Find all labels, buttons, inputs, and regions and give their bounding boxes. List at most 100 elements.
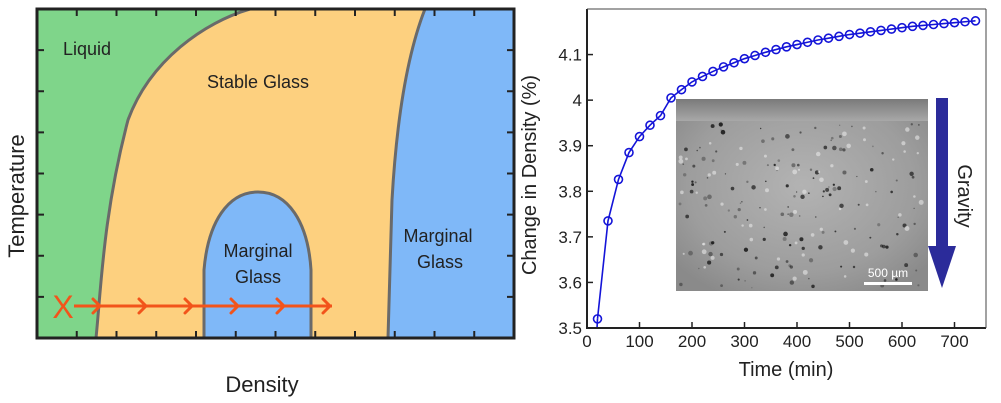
inset-speck <box>810 233 815 237</box>
inset-particle <box>822 195 824 198</box>
inset-particle <box>842 170 847 175</box>
marginal-glass-region-inner <box>204 192 311 338</box>
density-axis-label: Density <box>225 372 298 397</box>
inset-particle <box>904 263 909 268</box>
inset-particle <box>706 177 709 179</box>
scale-bar-label: 500 µm <box>868 266 908 280</box>
inset-particle <box>917 284 920 287</box>
inset-speck <box>903 150 906 153</box>
data-point <box>666 93 676 103</box>
y-tick-label: 4 <box>573 91 582 110</box>
inset-speck <box>819 227 823 231</box>
x-tick-label: 0 <box>582 332 591 351</box>
inset-particle <box>770 273 775 278</box>
inset-particle <box>828 186 830 188</box>
inset-speck <box>913 195 916 198</box>
inset-particle <box>814 216 817 218</box>
inset-particle <box>796 163 800 167</box>
inset-particle <box>699 146 701 149</box>
inset-speck <box>776 257 781 261</box>
data-point <box>603 216 613 226</box>
inset-speck <box>916 151 919 155</box>
inset-particle <box>718 122 723 127</box>
density-axes: 0 100 200 300 400 500 600 700 3.5 3.6 3.7 3.8 3.9 4 4.… <box>558 8 987 351</box>
inset-particle <box>715 150 718 153</box>
data-point <box>834 31 844 42</box>
inset-particle <box>896 232 899 236</box>
inset-particle <box>853 227 857 230</box>
inset-particle <box>723 230 726 233</box>
inset-particle <box>832 145 837 151</box>
inset-particle <box>720 129 722 131</box>
marginal-inner-label-line2: Glass <box>235 267 281 287</box>
data-point <box>918 20 928 31</box>
inset-particle <box>684 147 688 152</box>
marginal-right-label-line2: Glass <box>417 252 463 272</box>
inset-speck <box>792 276 797 281</box>
inset-speck <box>695 191 698 194</box>
inset-particle <box>842 148 846 152</box>
inset-speck <box>864 252 869 257</box>
inset-particle <box>832 186 837 192</box>
inset-speck <box>685 157 688 161</box>
x-tick-label: 100 <box>625 332 653 351</box>
inset-speck <box>819 177 824 183</box>
inset-speck <box>915 135 920 140</box>
inset-speck <box>817 170 821 174</box>
data-point <box>697 71 708 82</box>
inset-particle <box>897 216 899 218</box>
inset-particle <box>840 265 843 268</box>
inset-particle <box>692 164 696 168</box>
inset-particle <box>789 265 793 269</box>
inset-particle <box>818 245 823 250</box>
data-point <box>907 21 918 32</box>
path-arrowhead-icon <box>229 297 240 315</box>
inset-speck <box>793 209 798 214</box>
data-point <box>928 19 939 30</box>
inset-particle <box>737 278 740 281</box>
inset-particle <box>814 126 817 130</box>
inset-particle <box>822 190 825 193</box>
inset-speck <box>863 138 866 142</box>
inset-particle <box>774 265 779 270</box>
inset-particle <box>808 258 814 263</box>
data-point <box>729 57 739 68</box>
inset-particle <box>793 195 796 198</box>
inset-speck <box>794 241 798 245</box>
inset-particle <box>830 139 832 142</box>
inset-speck <box>792 169 798 175</box>
data-point <box>592 314 603 324</box>
inset-speck <box>682 252 685 255</box>
inset-speck <box>703 265 707 269</box>
data-point <box>949 17 960 28</box>
inset-particle <box>871 145 874 148</box>
inset-particle <box>682 173 687 177</box>
inset-particle <box>852 265 856 269</box>
inset-particle <box>743 247 749 252</box>
inset-particle <box>751 287 753 289</box>
data-point <box>897 22 907 33</box>
inset-speck <box>830 164 834 168</box>
inset-speck <box>748 223 753 228</box>
inset-particle <box>808 277 810 280</box>
inset-particle <box>739 202 742 204</box>
data-point <box>771 44 781 55</box>
data-point <box>844 29 855 40</box>
inset-particle <box>834 230 837 233</box>
inset-speck <box>710 255 715 260</box>
marginal-glass-region-right <box>388 9 514 338</box>
inset-particle <box>777 159 781 162</box>
inset-particle <box>762 237 766 242</box>
inset-particle <box>789 212 794 217</box>
data-point <box>802 37 813 48</box>
inset-particle <box>787 206 789 208</box>
data-point <box>645 120 655 131</box>
inset-particle <box>869 167 874 172</box>
inset-speck <box>865 203 869 207</box>
inset-particle <box>691 180 694 183</box>
y-tick-label: 3.7 <box>558 228 582 247</box>
inset-particle <box>913 252 918 258</box>
inset-particle <box>812 177 815 180</box>
data-point <box>718 62 729 72</box>
start-marker: X <box>52 289 73 325</box>
